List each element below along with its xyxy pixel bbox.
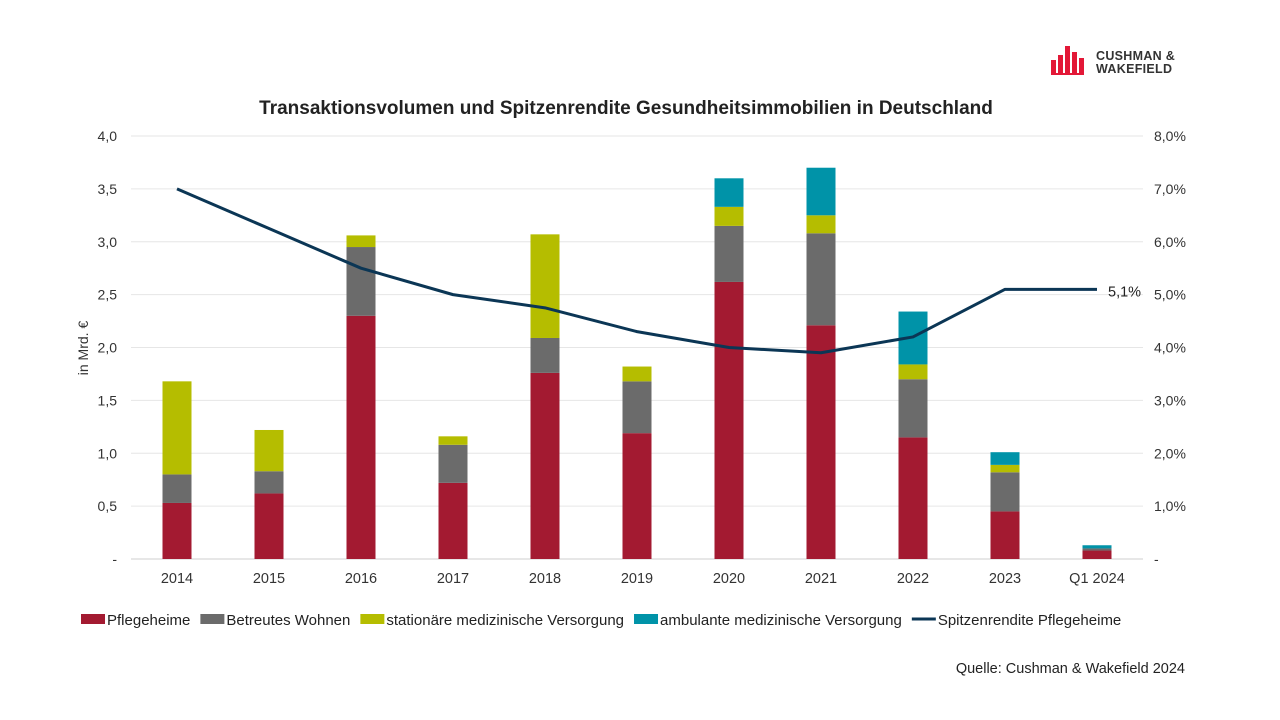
y-axis-label: in Mrd. €	[75, 321, 91, 376]
bar-segment	[622, 433, 652, 559]
y2-axis-ticks: - 1,0% 2,0% 3,0% 4,0% 5,0% 6,0% 7,0% 8,0%	[1154, 128, 1186, 567]
legend-label: Betreutes Wohnen	[226, 612, 350, 629]
bar-segment	[346, 247, 376, 316]
bar-segment	[898, 379, 928, 438]
bar-segment	[622, 381, 652, 434]
y-tick-label: 2,5	[98, 287, 118, 303]
y2-tick-label: 1,0%	[1154, 498, 1186, 514]
y2-tick-label: 7,0%	[1154, 181, 1186, 197]
logo-text-line2: WAKEFIELD	[1096, 62, 1173, 76]
x-axis-ticks: 2014 2015 2016 2017 2018 2019 2020 2021 2022 2023…	[161, 571, 1125, 587]
bar-segment	[990, 452, 1020, 465]
y-tick-label: 1,0	[98, 445, 118, 461]
legend-swatch	[360, 614, 385, 624]
bar-segment	[254, 471, 284, 494]
legend-item: Spitzenrendite Pflegeheime	[911, 612, 1121, 629]
legend-item: Pflegeheime	[81, 612, 190, 629]
legend-item: stationäre medizinische Versorgung	[360, 612, 624, 629]
y-tick-label: 2,0	[98, 340, 118, 356]
x-tick-label: 2020	[713, 571, 745, 587]
y-tick-label: 3,0	[98, 234, 118, 250]
legend-swatch	[200, 614, 225, 624]
bar-segment	[1082, 550, 1112, 559]
yield-end-label: 5,1%	[1108, 284, 1141, 300]
bar-segment	[898, 437, 928, 559]
bar-segment	[714, 206, 744, 226]
x-tick-label: Q1 2024	[1069, 571, 1125, 587]
y-axis-ticks: - 0,5 1,0 1,5 2,0 2,5 3,0 3,5 4,0	[98, 128, 118, 567]
bar-segment	[898, 364, 928, 380]
bar-segment	[990, 511, 1020, 559]
bar-segment	[162, 381, 192, 475]
x-tick-label: 2017	[437, 571, 469, 587]
bar-segment	[162, 502, 192, 559]
y-tick-label: -	[112, 551, 117, 567]
y2-tick-label: 2,0%	[1154, 445, 1186, 461]
source-note: Quelle: Cushman & Wakefield 2024	[955, 661, 1185, 677]
legend: Pflegeheime Betreutes Wohnen stationäre me…	[81, 612, 1121, 629]
logo-text-line1: CUSHMAN &	[1096, 49, 1176, 63]
bar-segment	[254, 493, 284, 559]
x-tick-label: 2015	[253, 571, 285, 587]
y-tick-label: 0,5	[98, 498, 118, 514]
chart-title: Transaktionsvolumen und Spitzenrendite G…	[259, 98, 993, 119]
bar-segment	[806, 325, 836, 559]
y2-tick-label: -	[1154, 551, 1159, 567]
x-tick-label: 2014	[161, 571, 193, 587]
legend-item: ambulante medizinische Versorgung	[634, 612, 902, 629]
y2-tick-label: 8,0%	[1154, 128, 1186, 144]
x-tick-label: 2022	[897, 571, 929, 587]
bar-segment	[990, 464, 1020, 473]
bar-segment	[806, 215, 836, 234]
bar-segment	[346, 235, 376, 248]
y-tick-label: 3,5	[98, 181, 118, 197]
bar-segment	[438, 444, 468, 483]
yield-line	[176, 187, 1097, 355]
y2-tick-label: 6,0%	[1154, 234, 1186, 250]
y2-tick-label: 3,0%	[1154, 392, 1186, 408]
legend-label: Pflegeheime	[107, 612, 190, 629]
bar-segment	[1082, 545, 1112, 549]
legend-label: ambulante medizinische Versorgung	[660, 612, 902, 629]
bar-segment	[438, 436, 468, 445]
bar-segment	[714, 178, 744, 207]
bar-segment	[806, 167, 836, 216]
y-tick-label: 1,5	[98, 392, 118, 408]
x-tick-label: 2019	[621, 571, 653, 587]
y-tick-label: 4,0	[98, 128, 118, 144]
bar-segment	[714, 225, 744, 282]
legend-swatch	[81, 614, 105, 624]
legend-label: Spitzenrendite Pflegeheime	[938, 612, 1121, 629]
bar-segment	[714, 281, 744, 559]
x-tick-label: 2021	[805, 571, 837, 587]
bar-segment	[438, 482, 468, 559]
bar-segment	[622, 366, 652, 382]
y2-tick-label: 4,0%	[1154, 340, 1186, 356]
x-tick-label: 2023	[989, 571, 1021, 587]
legend-item: Betreutes Wohnen	[200, 612, 350, 629]
bars	[162, 167, 1112, 559]
yield-line-group: 5,1%	[176, 187, 1141, 355]
x-tick-label: 2016	[345, 571, 377, 587]
logo-mark-icon	[1051, 46, 1084, 75]
legend-swatch	[634, 614, 659, 624]
bar-segment	[806, 233, 836, 326]
bar-segment	[530, 234, 560, 338]
legend-label: stationäre medizinische Versorgung	[386, 612, 624, 629]
cushman-wakefield-logo: CUSHMAN & WAKEFIELD	[1050, 44, 1190, 78]
y2-tick-label: 5,0%	[1154, 287, 1186, 303]
bar-segment	[530, 372, 560, 559]
bar-segment	[990, 472, 1020, 512]
bar-segment	[254, 429, 284, 472]
bar-segment	[346, 315, 376, 559]
x-tick-label: 2018	[529, 571, 561, 587]
bar-segment	[162, 474, 192, 503]
bar-segment	[1082, 548, 1112, 551]
bar-segment	[530, 337, 560, 373]
